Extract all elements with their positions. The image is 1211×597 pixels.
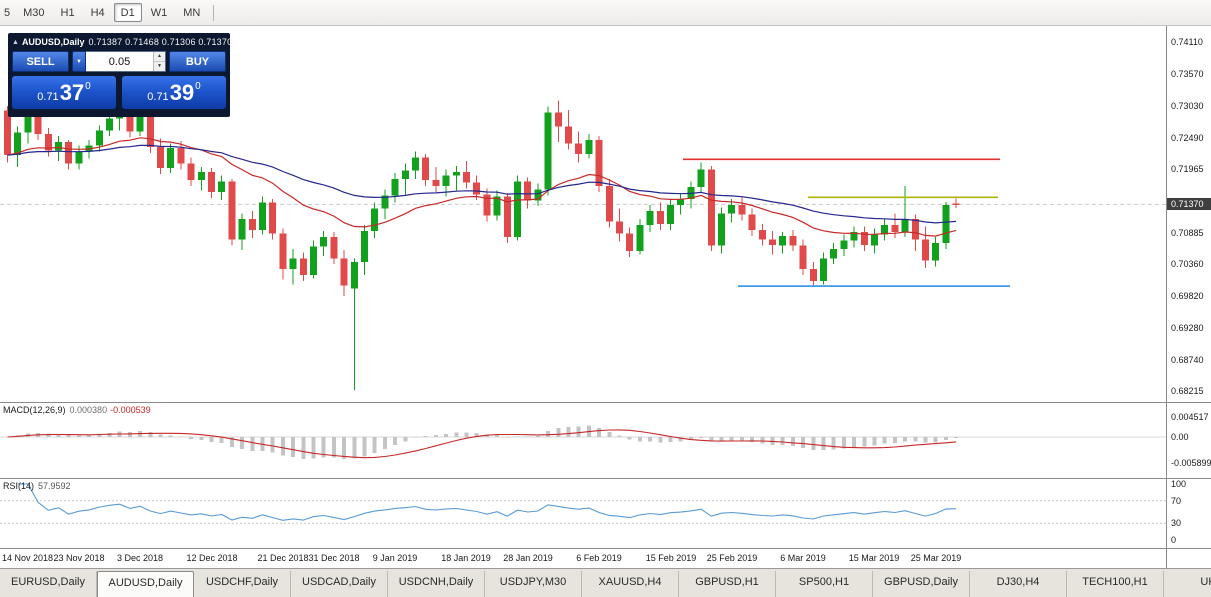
macd-main-value: 0.000380 bbox=[69, 405, 108, 415]
price-axis-label: 0.68740 bbox=[1171, 355, 1204, 365]
toolbar-separator bbox=[213, 4, 215, 21]
rsi-axis-label: 30 bbox=[1171, 518, 1182, 528]
sell-price-sup: 0 bbox=[85, 81, 91, 92]
chart-info-line: ▲ AUDUSD,Daily 0.71387 0.71468 0.71306 0… bbox=[12, 35, 232, 49]
timeframe-toolbar: 5 M30 H1 H4 D1 W1 MN bbox=[0, 0, 1211, 26]
buy-price-sup: 0 bbox=[195, 81, 201, 92]
price-axis-label: 0.69280 bbox=[1171, 323, 1204, 333]
one-click-trading-panel: ▲ AUDUSD,Daily 0.71387 0.71468 0.71306 0… bbox=[8, 33, 232, 117]
volume-value[interactable]: 0.05 bbox=[108, 55, 131, 68]
volume-dropdown-icon[interactable]: ▼ bbox=[72, 51, 86, 72]
chart-tab-ukc[interactable]: UKC bbox=[1164, 571, 1211, 597]
chart-tab-sp500-h1[interactable]: SP500,H1 bbox=[776, 571, 873, 597]
macd-chart bbox=[0, 425, 1166, 460]
price-scale[interactable]: 0.71370 0.74110 0.73570 0.73030 0.72490 0.71… bbox=[1166, 26, 1211, 402]
chart-window: ▲ AUDUSD,Daily 0.71387 0.71468 0.71306 0… bbox=[0, 26, 1211, 568]
rsi-indicator-panel[interactable]: RSI(14) 57.9592 100 70 30 0 bbox=[0, 478, 1211, 548]
price-axis-label: 0.73030 bbox=[1171, 101, 1204, 111]
current-price-badge: 0.71370 bbox=[1167, 198, 1211, 210]
date-axis[interactable]: 14 Nov 2018 23 Nov 2018 3 Dec 2018 12 Dec 2… bbox=[0, 548, 1211, 568]
sell-price-box[interactable]: 0.71 37 0 bbox=[12, 76, 116, 109]
chart-tab-dj30-h4[interactable]: DJ30,H4 bbox=[970, 571, 1067, 597]
date-label: 6 Feb 2019 bbox=[576, 553, 622, 563]
chart-tab-usdcad-daily[interactable]: USDCAD,Daily bbox=[291, 571, 388, 597]
chart-tab-xauusd-h4[interactable]: XAUUSD,H4 bbox=[582, 571, 679, 597]
volume-up-icon[interactable]: ▲ bbox=[154, 52, 165, 62]
timeframe-buttons: 5 M30 H1 H4 D1 W1 MN bbox=[0, 3, 208, 22]
macd-indicator-panel[interactable]: MACD(12,26,9) 0.000380 -0.000539 0.004517 0… bbox=[0, 402, 1211, 478]
date-label: 6 Mar 2019 bbox=[780, 553, 826, 563]
timeframe-button-mn[interactable]: MN bbox=[183, 7, 201, 19]
chart-tab-usdjpy-m30[interactable]: USDJPY,M30 bbox=[485, 571, 582, 597]
timeframe-button-h1[interactable]: H1 bbox=[60, 7, 75, 19]
macd-signal-value: -0.000539 bbox=[110, 405, 151, 415]
date-label: 12 Dec 2018 bbox=[186, 553, 238, 563]
timeframe-button-5[interactable]: 5 bbox=[4, 7, 11, 19]
date-label: 15 Mar 2019 bbox=[848, 553, 900, 563]
macd-axis-label: 0.00 bbox=[1171, 432, 1189, 442]
volume-field[interactable]: 0.05 ▲ ▼ bbox=[86, 51, 166, 72]
chart-tab-tech100-h1[interactable]: TECH100,H1 bbox=[1067, 571, 1164, 597]
price-axis-label: 0.73570 bbox=[1171, 69, 1204, 79]
macd-label: MACD(12,26,9) 0.000380 -0.000539 bbox=[3, 405, 151, 415]
price-axis-label: 0.72490 bbox=[1171, 133, 1204, 143]
timeframe-button-m30[interactable]: M30 bbox=[23, 7, 45, 19]
rsi-scale: 100 70 30 0 bbox=[1166, 479, 1211, 548]
buy-button[interactable]: BUY bbox=[169, 51, 226, 72]
rsi-axis-label: 0 bbox=[1171, 535, 1177, 545]
volume-down-icon[interactable]: ▼ bbox=[154, 62, 165, 71]
chart-tab-usdcnh-daily[interactable]: USDCNH,Daily bbox=[388, 571, 485, 597]
collapse-panel-icon[interactable]: ▲ bbox=[12, 38, 19, 46]
price-axis-label: 0.70885 bbox=[1171, 228, 1204, 238]
chart-tab-usdchf-daily[interactable]: USDCHF,Daily bbox=[194, 571, 291, 597]
date-label: 9 Jan 2019 bbox=[372, 553, 418, 563]
date-label: 28 Jan 2019 bbox=[503, 553, 553, 563]
buy-price-box[interactable]: 0.71 39 0 bbox=[122, 76, 226, 109]
rsi-chart bbox=[0, 483, 1166, 524]
price-axis-label: 0.68215 bbox=[1171, 386, 1204, 396]
chart-tab-gbpusd-h1[interactable]: GBPUSD,H1 bbox=[679, 571, 776, 597]
date-label: 15 Feb 2019 bbox=[645, 553, 697, 563]
volume-stepper[interactable]: ▲ ▼ bbox=[153, 52, 165, 71]
date-label: 3 Dec 2018 bbox=[116, 553, 164, 563]
timeframe-button-w1[interactable]: W1 bbox=[150, 7, 168, 19]
date-axis-corner bbox=[1166, 549, 1211, 568]
chart-tab-eurusd-daily[interactable]: EURUSD,Daily bbox=[0, 571, 97, 597]
chart-ohlc-values: 0.71387 0.71468 0.71306 0.71370 bbox=[88, 37, 233, 47]
price-axis-label: 0.69820 bbox=[1171, 291, 1204, 301]
date-label: 31 Dec 2018 bbox=[308, 553, 360, 563]
date-label: 18 Jan 2019 bbox=[441, 553, 491, 563]
price-axis-label: 0.74110 bbox=[1171, 37, 1203, 47]
date-label: 23 Nov 2018 bbox=[53, 553, 105, 563]
rsi-axis-label: 70 bbox=[1171, 496, 1182, 506]
price-axis-label: 0.71965 bbox=[1171, 164, 1204, 174]
buy-price-prefix: 0.71 bbox=[147, 91, 169, 103]
date-label: 25 Feb 2019 bbox=[706, 553, 758, 563]
chart-tab-gbpusd-daily[interactable]: GBPUSD,Daily bbox=[873, 571, 970, 597]
candlestick-chart[interactable] bbox=[0, 26, 1166, 402]
sell-price-prefix: 0.71 bbox=[37, 91, 59, 103]
price-chart-panel[interactable]: ▲ AUDUSD,Daily 0.71387 0.71468 0.71306 0… bbox=[0, 26, 1211, 402]
timeframe-button-h4[interactable]: H4 bbox=[90, 7, 105, 19]
sell-price-big: 37 bbox=[59, 79, 85, 105]
macd-axis-label: 0.004517 bbox=[1171, 412, 1209, 422]
sell-button[interactable]: SELL bbox=[12, 51, 69, 72]
chart-tab-audusd-daily[interactable]: AUDUSD,Daily bbox=[97, 571, 194, 597]
date-label: 21 Dec 2018 bbox=[257, 553, 309, 563]
date-label: 14 Nov 2018 bbox=[2, 553, 54, 563]
price-axis-label: 0.70360 bbox=[1171, 259, 1204, 269]
rsi-label: RSI(14) 57.9592 bbox=[3, 481, 71, 491]
macd-axis-label: -0.005899 bbox=[1171, 458, 1211, 468]
macd-scale: 0.004517 0.00 -0.005899 bbox=[1166, 403, 1211, 478]
buy-price-big: 39 bbox=[169, 79, 195, 105]
rsi-axis-label: 100 bbox=[1171, 479, 1187, 489]
chart-tab-bar: EURUSD,Daily AUDUSD,Daily USDCHF,Daily USDC… bbox=[0, 568, 1211, 597]
rsi-value: 57.9592 bbox=[38, 481, 71, 491]
timeframe-button-d1[interactable]: D1 bbox=[113, 3, 142, 22]
date-label: 25 Mar 2019 bbox=[910, 553, 962, 563]
chart-symbol-label: AUDUSD,Daily bbox=[21, 37, 85, 47]
